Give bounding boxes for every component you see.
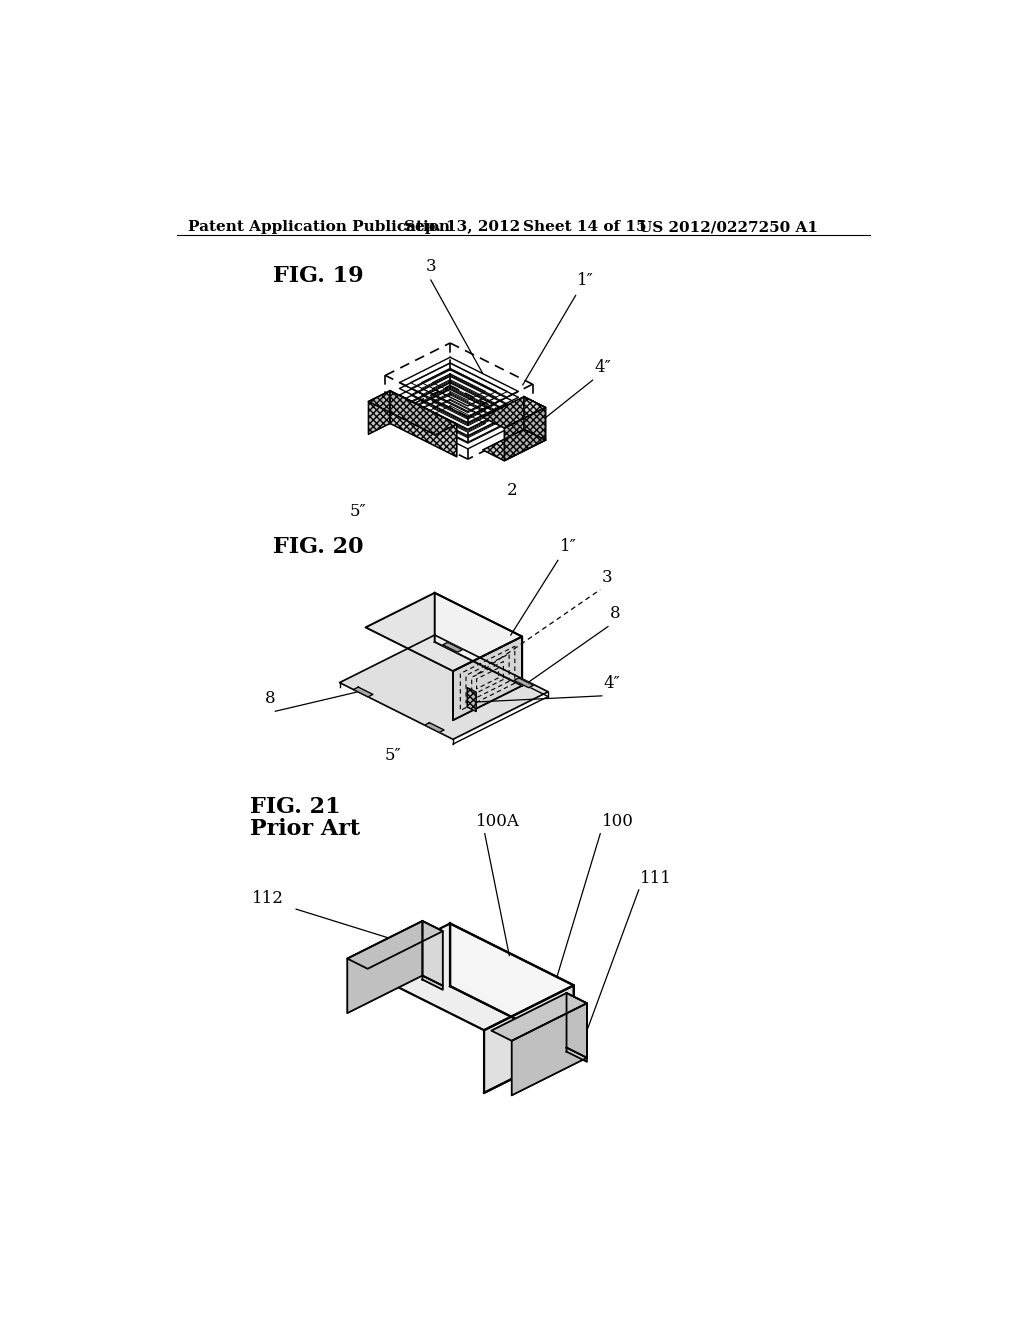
Polygon shape bbox=[390, 391, 457, 457]
Text: 5″: 5″ bbox=[385, 747, 401, 764]
Polygon shape bbox=[366, 593, 522, 671]
Polygon shape bbox=[369, 391, 390, 434]
Text: 2: 2 bbox=[506, 482, 517, 499]
Text: 1″: 1″ bbox=[560, 539, 578, 554]
Text: 100A: 100A bbox=[475, 813, 519, 830]
Text: 112: 112 bbox=[252, 890, 284, 907]
Text: 111: 111 bbox=[640, 870, 672, 887]
Polygon shape bbox=[423, 975, 442, 990]
Text: Sheet 14 of 15: Sheet 14 of 15 bbox=[523, 220, 647, 234]
Polygon shape bbox=[492, 993, 587, 1040]
Polygon shape bbox=[369, 391, 457, 434]
Text: Patent Application Publication: Patent Application Publication bbox=[188, 220, 451, 234]
Text: 8: 8 bbox=[609, 605, 621, 622]
Text: Prior Art: Prior Art bbox=[250, 817, 360, 840]
Polygon shape bbox=[504, 408, 546, 461]
Polygon shape bbox=[353, 688, 373, 697]
Text: 3: 3 bbox=[425, 259, 436, 276]
Text: FIG. 21: FIG. 21 bbox=[250, 796, 341, 818]
Polygon shape bbox=[482, 429, 546, 461]
Text: 3: 3 bbox=[602, 569, 612, 586]
Polygon shape bbox=[425, 722, 444, 733]
Text: 4″: 4″ bbox=[594, 359, 611, 376]
Polygon shape bbox=[442, 643, 463, 652]
Polygon shape bbox=[482, 396, 546, 428]
Polygon shape bbox=[340, 635, 548, 739]
Text: 8: 8 bbox=[265, 689, 275, 706]
Polygon shape bbox=[467, 688, 476, 711]
Polygon shape bbox=[484, 985, 573, 1093]
Polygon shape bbox=[566, 1048, 587, 1061]
Polygon shape bbox=[435, 593, 522, 685]
Polygon shape bbox=[347, 921, 423, 1014]
Polygon shape bbox=[453, 636, 522, 721]
Text: US 2012/0227250 A1: US 2012/0227250 A1 bbox=[639, 220, 818, 234]
Polygon shape bbox=[514, 678, 534, 688]
Text: 100: 100 bbox=[602, 813, 634, 830]
Polygon shape bbox=[347, 921, 442, 969]
Polygon shape bbox=[524, 396, 546, 440]
Polygon shape bbox=[512, 1003, 587, 1096]
Text: FIG. 20: FIG. 20 bbox=[273, 536, 364, 557]
Text: 4″: 4″ bbox=[603, 675, 621, 692]
Polygon shape bbox=[566, 993, 587, 1057]
Text: FIG. 19: FIG. 19 bbox=[273, 264, 364, 286]
Text: Sep. 13, 2012: Sep. 13, 2012 bbox=[403, 220, 520, 234]
Text: 5″: 5″ bbox=[350, 503, 367, 520]
Text: 1″: 1″ bbox=[578, 272, 594, 289]
Polygon shape bbox=[360, 924, 573, 1030]
Polygon shape bbox=[423, 921, 442, 986]
Polygon shape bbox=[451, 924, 573, 1048]
